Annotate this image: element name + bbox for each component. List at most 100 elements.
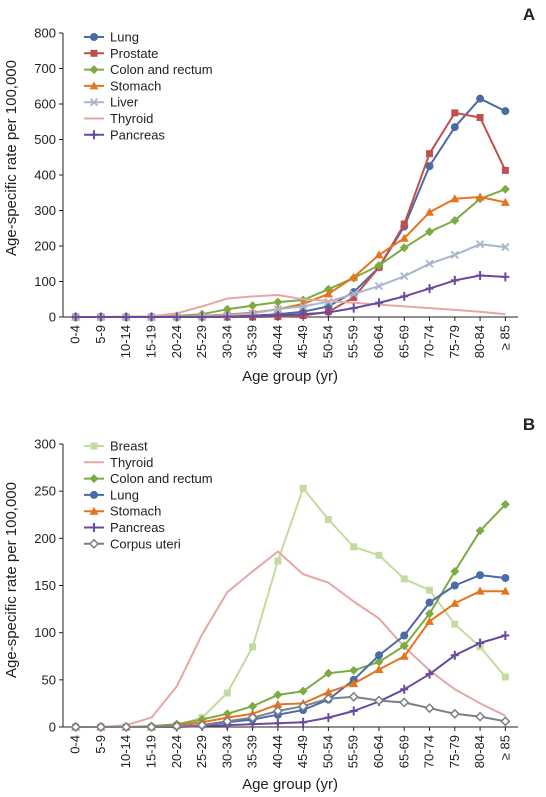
panel-b-point-pancreas	[400, 684, 409, 694]
panel-a-point-prostate	[476, 113, 484, 121]
panel-b-label: B	[523, 415, 535, 434]
panel-a-point-pancreas	[96, 312, 105, 322]
panel-a-legend-label-liver: Liver	[110, 95, 139, 110]
panel-b-x-tick-label: 55-59	[346, 735, 361, 768]
panel-a-point-stomach	[323, 289, 333, 298]
panel-b-point-lung	[374, 651, 383, 660]
panel-a-legend-marker-liver	[89, 98, 99, 107]
panel-a-point-pancreas	[425, 284, 434, 294]
panel-b-point-corpus-uteri	[272, 705, 283, 717]
panel-b-legend-label-lung: Lung	[110, 487, 139, 502]
panel-b-point-corpus-uteri	[121, 721, 132, 733]
panel-b-point-corpus-uteri	[323, 693, 334, 704]
panel-b-point-corpus-uteri	[196, 720, 208, 731]
panel-b-point-corpus-uteri	[399, 697, 410, 708]
panel-b-x-tick-label: 75-79	[447, 735, 462, 768]
panel-a-y-tick-label: 400	[34, 168, 56, 183]
panel-b-point-colon-and-rectum	[298, 686, 308, 696]
panel-a-x-tick-label: 70-74	[422, 325, 437, 358]
panel-a-point-prostate	[400, 220, 408, 228]
panel-b: B Age-specific rate per 100,000 Age grou…	[3, 415, 535, 793]
panel-a: A Age-specific rate per 100,000 Age grou…	[3, 5, 535, 385]
panel-b-x-tick-label: 45-49	[295, 735, 310, 768]
panel-a-x-tick-label: 0-4	[68, 325, 83, 344]
panel-b-point-breast	[451, 620, 459, 628]
panel-b-point-corpus-uteri	[146, 721, 157, 733]
panel-b-point-pancreas	[450, 650, 459, 660]
panel-a-point-liver	[374, 281, 384, 291]
panel-b-x-tick-label: 15-19	[143, 735, 158, 768]
panel-b-point-pancreas	[273, 718, 282, 728]
panel-b-point-colon-and-rectum	[399, 641, 409, 651]
panel-a-point-pancreas	[147, 312, 156, 322]
panel-b-point-corpus-uteri	[449, 708, 460, 719]
panel-b-point-colon-and-rectum	[374, 657, 384, 667]
panel-a-x-tick-label: ≥ 85	[497, 325, 512, 350]
panel-a-point-pancreas	[476, 270, 485, 280]
panel-a-point-lung	[450, 123, 459, 132]
panel-a-x-tick-label: 80-84	[472, 325, 487, 358]
panel-a-point-colon-and-rectum	[374, 261, 384, 271]
panel-b-series-lung	[71, 571, 510, 731]
panel-b-point-corpus-uteri	[298, 701, 309, 712]
panel-a-point-liver	[475, 240, 485, 249]
panel-a-x-tick-label: 60-64	[371, 325, 386, 358]
panel-b-point-corpus-uteri	[373, 695, 385, 706]
panel-a-point-pancreas	[450, 275, 459, 285]
panel-a-point-stomach	[374, 250, 384, 259]
panel-a-x-tick-label: 50-54	[320, 325, 335, 358]
panel-a-y-tick-label: 500	[34, 132, 56, 147]
panel-b-point-lung	[476, 571, 485, 580]
panel-b-point-colon-and-rectum	[248, 701, 258, 711]
panel-b-x-tick-label: 70-74	[422, 735, 437, 768]
panel-b-point-corpus-uteri	[500, 716, 511, 727]
panel-a-legend-marker-pancreas	[90, 130, 98, 140]
panel-a-x-tick-label: 35-39	[245, 325, 260, 358]
panel-a-legend-marker-prostate	[90, 49, 98, 57]
panel-b-x-tick-label: 50-54	[320, 735, 335, 768]
panel-b-point-stomach	[323, 687, 333, 696]
panel-a-y-tick-label: 300	[34, 203, 56, 218]
panel-a-legend-label-colon-and-rectum: Colon and rectum	[110, 62, 213, 77]
panel-b-legend-label-breast: Breast	[110, 439, 148, 454]
panel-b-point-stomach	[273, 699, 283, 708]
panel-b-point-pancreas	[349, 706, 358, 716]
panel-b-point-breast	[324, 515, 332, 523]
panel-b-legend-label-thyroid: Thyroid	[110, 455, 153, 470]
panel-a-point-colon-and-rectum	[399, 243, 409, 253]
panel-b-x-tick-label: 25-29	[194, 735, 209, 768]
panel-a-point-liver	[299, 302, 308, 311]
panel-b-point-corpus-uteri	[222, 716, 233, 727]
panel-a-y-tick-label: 700	[34, 61, 56, 76]
panel-a-point-colon-and-rectum	[500, 184, 510, 194]
panel-b-y-tick-label: 100	[34, 625, 56, 640]
panel-b-x-tick-label: 10-14	[118, 735, 133, 768]
panel-a-point-colon-and-rectum	[273, 297, 283, 307]
panel-b-x-tick-label: 0-4	[68, 735, 83, 754]
panel-b-point-stomach	[349, 679, 359, 688]
panel-b-point-stomach	[475, 586, 485, 595]
panel-a-series-line-stomach	[75, 196, 506, 318]
panel-b-series-thyroid	[75, 550, 506, 728]
panel-a-point-pancreas	[248, 311, 257, 321]
panel-b-series-corpus-uteri	[70, 691, 511, 733]
panel-b-legend-marker-colon-and-rectum	[89, 474, 99, 484]
panel-b-x-tick-label: 65-69	[396, 735, 411, 768]
panel-b-point-corpus-uteri	[70, 721, 81, 733]
panel-b-point-colon-and-rectum	[349, 665, 359, 675]
panel-b-legend-label-stomach: Stomach	[110, 504, 161, 519]
panel-b-point-pancreas	[501, 630, 510, 640]
panel-b-point-breast	[249, 643, 257, 651]
panel-a-x-tick-label: 55-59	[346, 325, 361, 358]
panel-b-point-stomach	[500, 586, 510, 595]
panel-b-point-stomach	[374, 664, 384, 673]
panel-a-x-tick-label: 5-9	[93, 325, 108, 344]
panel-a-point-pancreas	[400, 291, 409, 301]
panel-a-point-stomach	[450, 194, 460, 203]
panel-b-legend-marker-corpus-uteri	[88, 538, 100, 549]
panel-b-point-corpus-uteri	[348, 691, 359, 702]
panel-a-x-tick-label: 65-69	[396, 325, 411, 358]
panel-b-point-breast	[350, 543, 358, 551]
panel-a-point-colon-and-rectum	[425, 227, 435, 237]
panel-a-legend-marker-lung	[90, 33, 98, 41]
